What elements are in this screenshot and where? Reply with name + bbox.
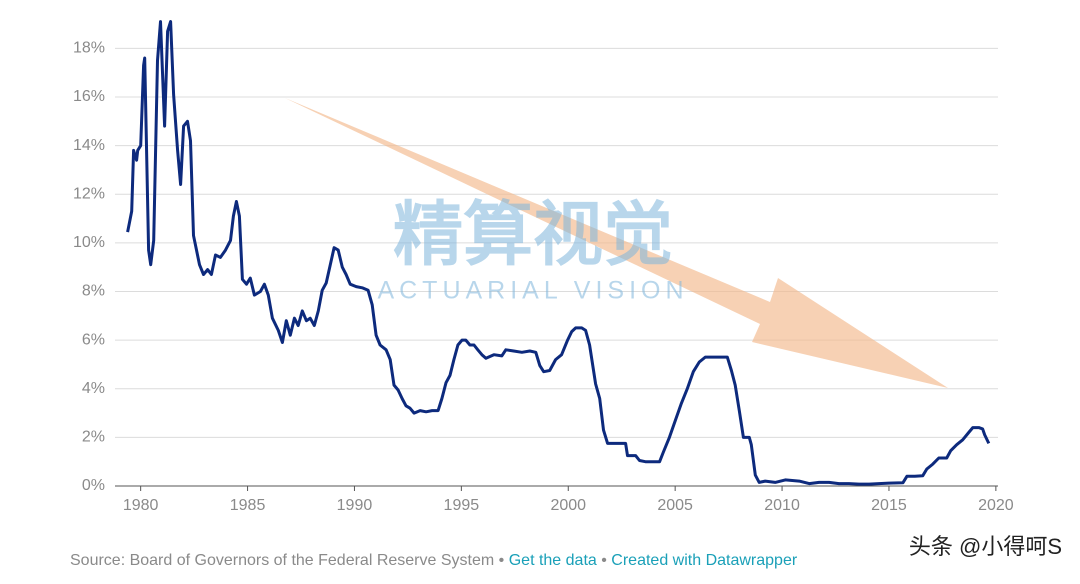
x-tick-label: 1995 [444,497,480,514]
rate-line [126,20,991,486]
x-tick-label: 1985 [230,497,266,514]
source: Source: Board of Governors of the Federa… [70,552,494,569]
y-tick-label: 8% [82,283,105,300]
link[interactable]: Get the data [509,552,597,569]
x-tick-label: 1990 [337,497,373,514]
credit: 头条 @小得呵S [909,534,1062,559]
plot [126,20,991,486]
y-tick-label: 6% [82,331,105,348]
x-tick-label: 2000 [550,497,586,514]
y-tick-label: 18% [73,40,105,57]
footer: Source: Board of Governors of the Federa… [70,552,798,569]
x-tick-label: 2020 [978,497,1014,514]
y-tick-label: 14% [73,137,105,154]
y-tick-label: 12% [73,185,105,202]
watermark: 精算视觉 [393,195,673,273]
x-tick-label: 2010 [764,497,800,514]
y-tick-label: 16% [73,88,105,105]
x-tick-label: 2005 [657,497,693,514]
grid: 0% 2% 4% 6% 8% 10% 12% 14% 16% 18% 1980 1985 1990 199… [73,40,1014,515]
separator: • [499,552,505,569]
y-tick-label: 2% [82,429,105,446]
trend-arrow [285,98,948,388]
y-tick-label: 10% [73,234,105,251]
link[interactable]: Created with Datawrapper [611,552,798,569]
y-tick-label: 0% [82,477,105,494]
separator: • [601,552,607,569]
x-tick-label: 1980 [123,497,159,514]
y-tick-label: 4% [82,380,105,397]
watermark-sub: ACTUARIAL VISION [377,277,688,305]
x-tick-label: 2015 [871,497,907,514]
